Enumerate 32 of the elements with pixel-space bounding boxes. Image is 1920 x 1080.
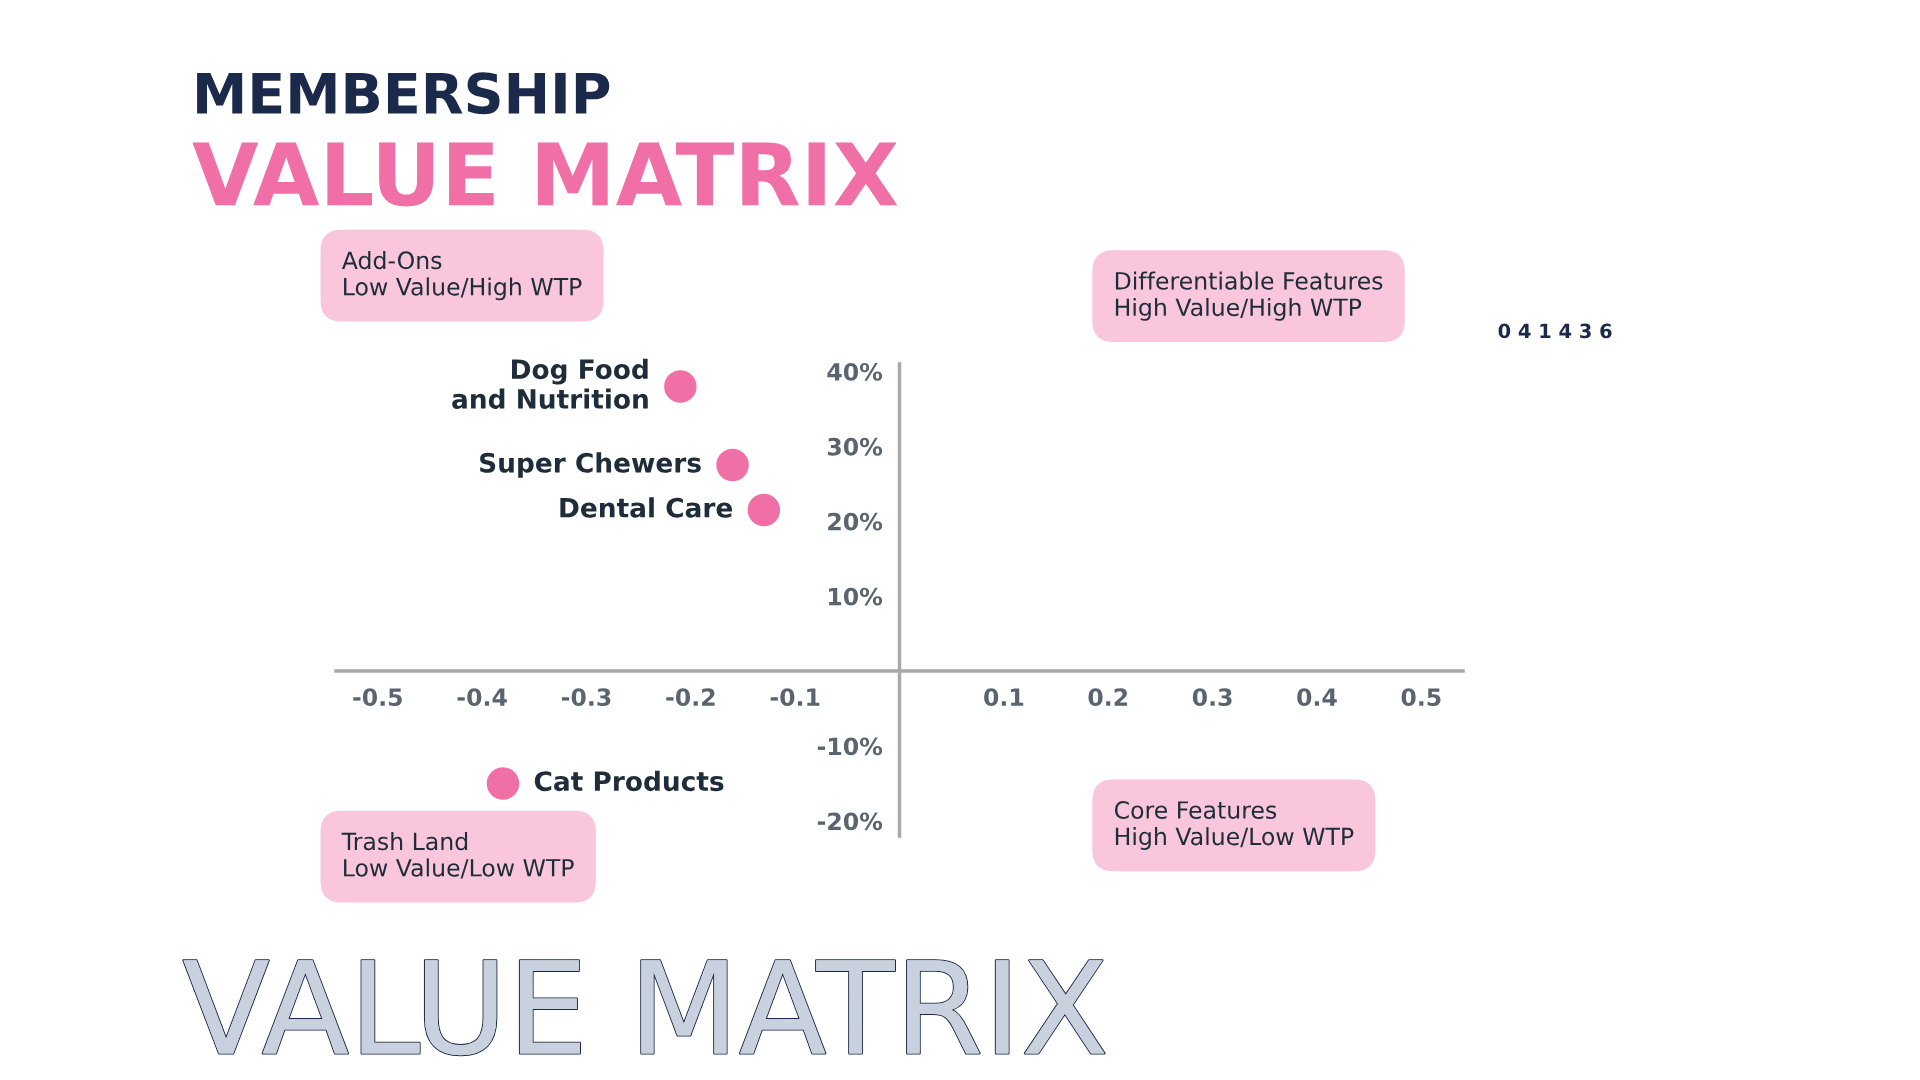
annotation: Trash Land Low Value/Low WTP — [341, 831, 574, 879]
text: Differentiable Features High Value/High WTP — [1115, 271, 1383, 321]
series-label: Super Chewers — [480, 452, 701, 478]
x-tick-label: -0.2 — [666, 688, 715, 707]
text: VALUE MATRIX — [183, 960, 1105, 1056]
x-tick-label: 0.1 — [984, 688, 1024, 707]
y-tick-label: 40% — [827, 362, 883, 381]
y-tick-label: -20% — [817, 812, 883, 831]
point — [747, 493, 781, 527]
x-tick-label: 0.3 — [1192, 688, 1232, 707]
y-tick-label: 20% — [828, 512, 883, 531]
x-tick-label: 0.4 — [1297, 688, 1337, 707]
point — [486, 767, 520, 800]
y-tick-label: -10% — [817, 737, 883, 756]
y-tick-label: 10% — [829, 587, 883, 606]
x-tick-label: -0.4 — [457, 688, 507, 707]
chart-title: MEMBERSHIP — [197, 72, 610, 115]
x-tick-label: -0.3 — [561, 688, 611, 707]
x-tick-label: 0.5 — [1401, 688, 1441, 707]
series-label: Cat Products — [534, 770, 724, 792]
text: Add-Ons Low Value/High WTP — [341, 250, 582, 301]
text: 0 4 1 4 3 6 — [1498, 323, 1612, 339]
x-tick-label: -0.5 — [353, 688, 402, 707]
y-tick-label: 30% — [827, 437, 883, 456]
chart-subtitle: VALUE MATRIX — [192, 142, 898, 207]
point — [716, 448, 749, 482]
annotation: Core Features High Value/Low WTP — [1114, 801, 1354, 850]
x-tick-label: -0.1 — [770, 688, 820, 707]
series-label: Dental Care — [560, 497, 733, 518]
point — [664, 370, 697, 403]
x-tick-label: 0.2 — [1088, 688, 1128, 707]
series-label: Dog Food and Nutrition — [452, 358, 648, 409]
